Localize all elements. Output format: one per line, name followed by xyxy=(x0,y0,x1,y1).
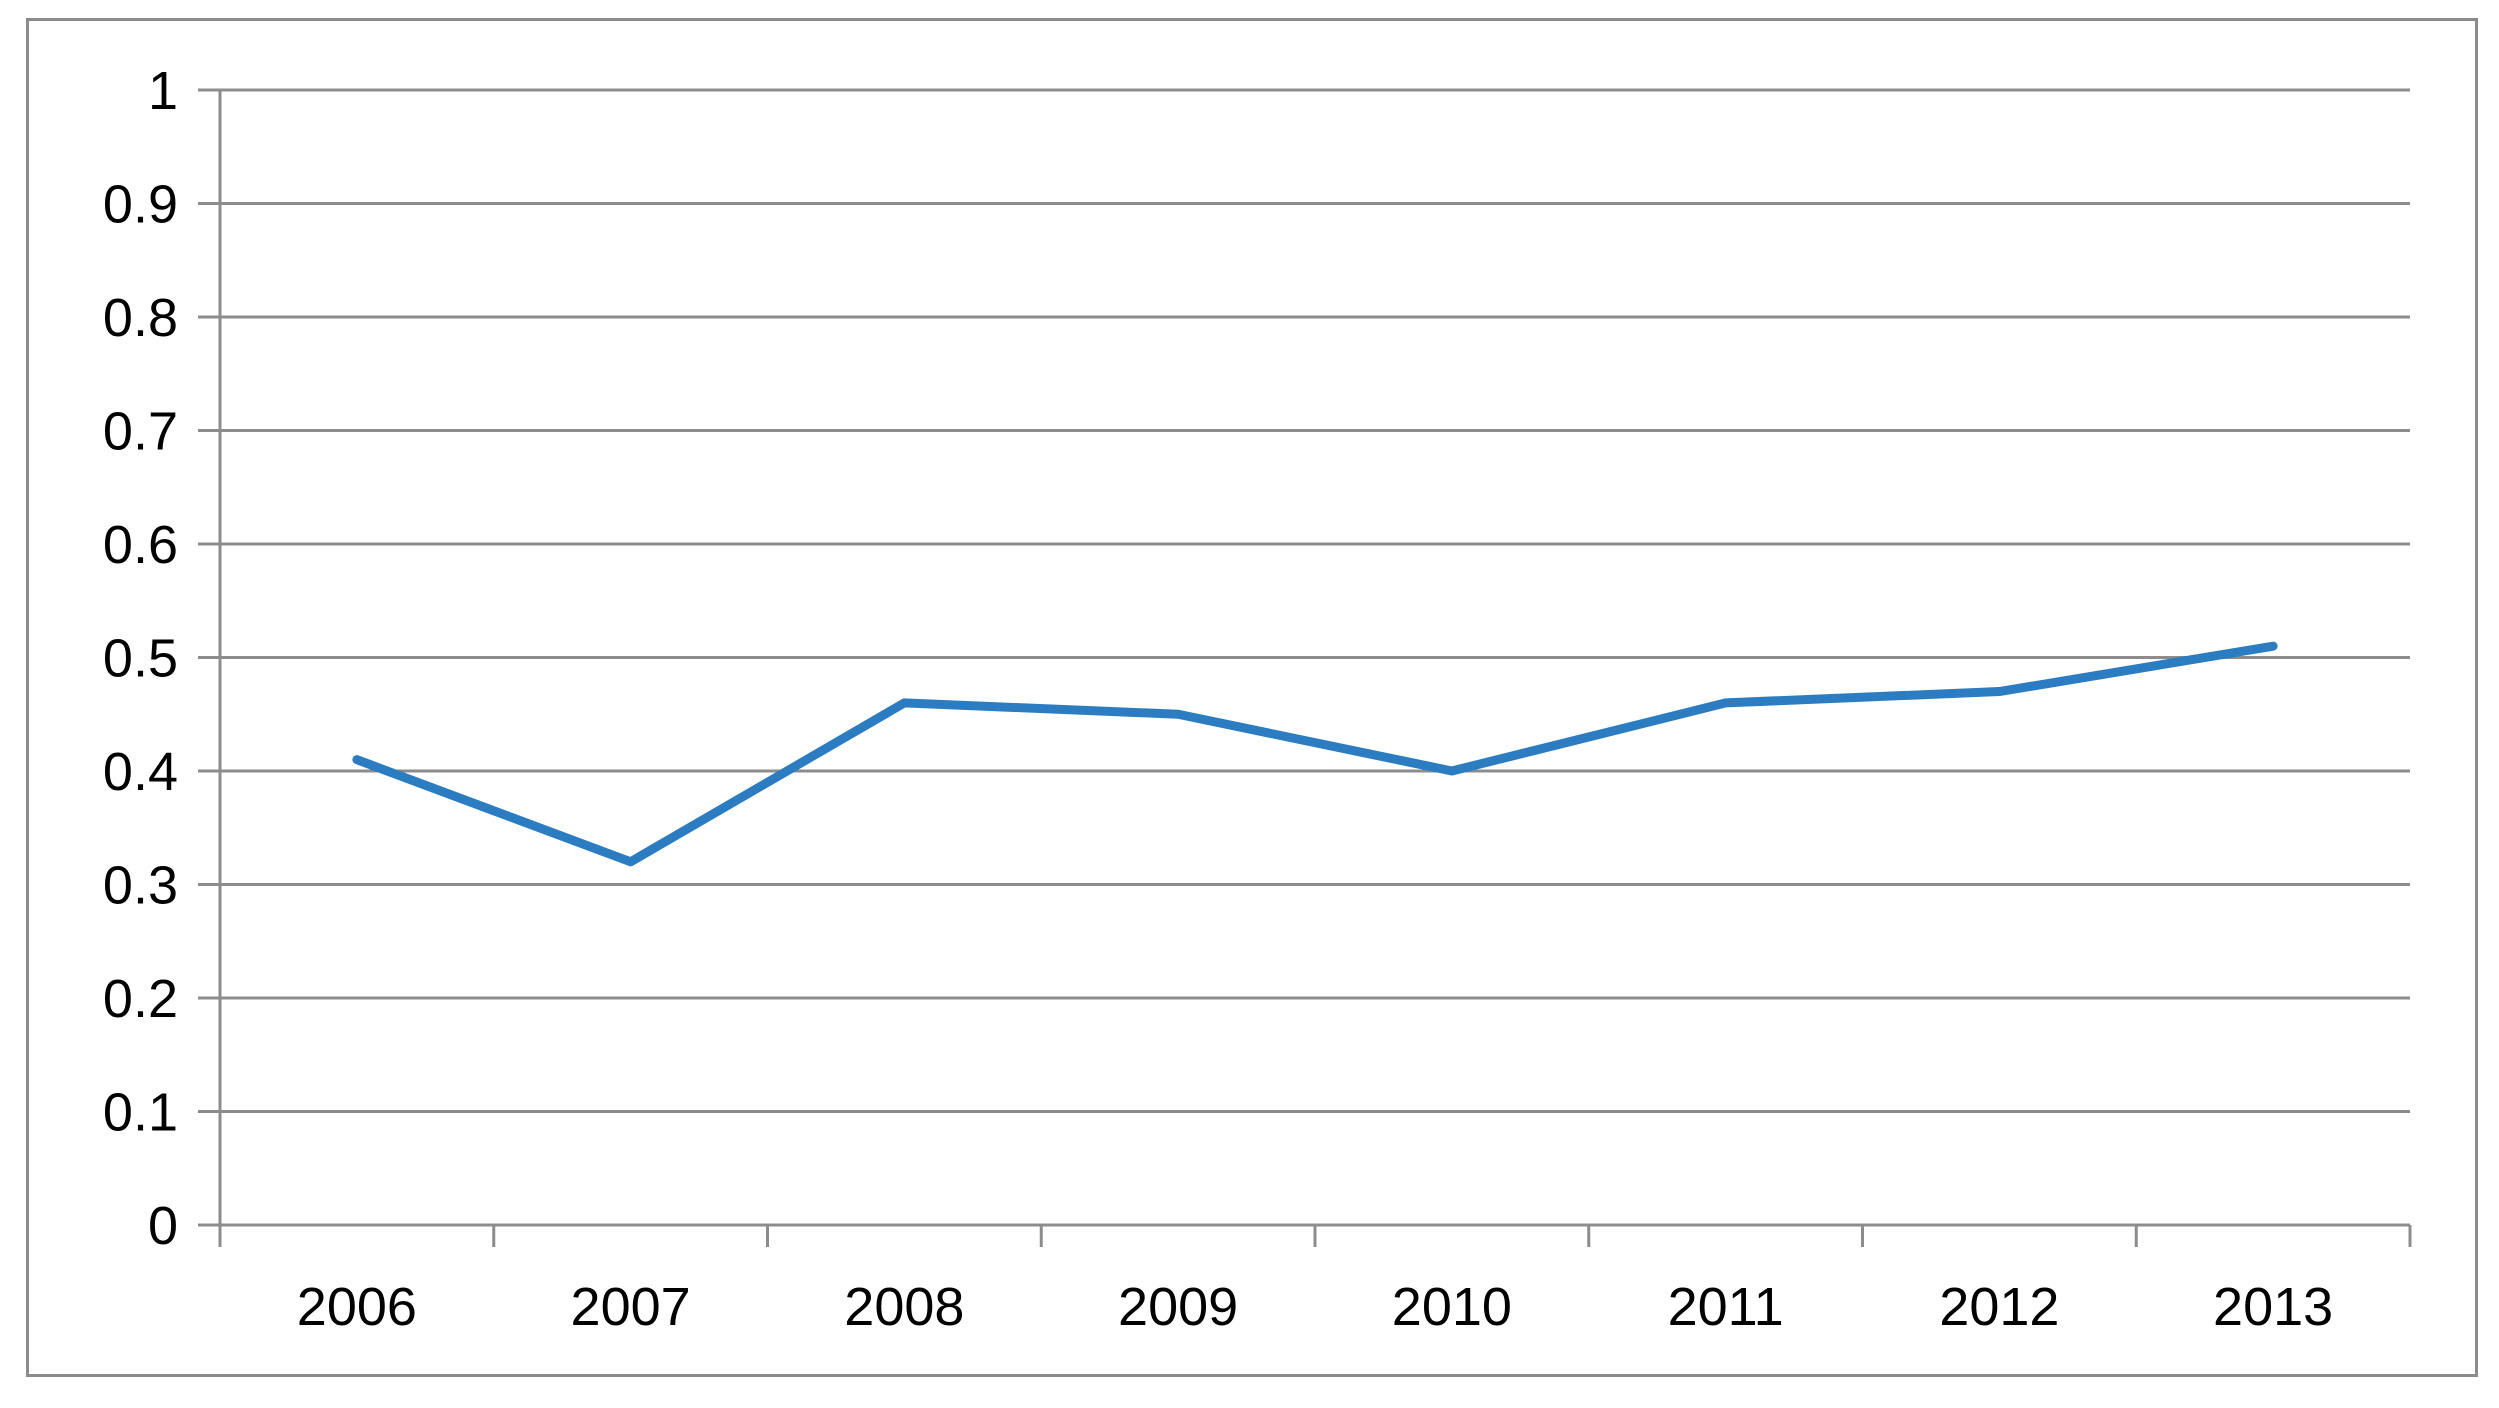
chart-frame xyxy=(26,18,2478,1377)
y-tick-label-0.8: 0.8 xyxy=(103,288,178,348)
x-tick-label-2008: 2008 xyxy=(844,1277,964,1337)
series-line-0 xyxy=(352,641,2278,867)
y-tick-label-0.2: 0.2 xyxy=(103,969,178,1029)
y-tick-label-1: 1 xyxy=(148,61,178,121)
x-tick-label-2011: 2011 xyxy=(1668,1277,1784,1337)
y-tick-label-0: 0 xyxy=(148,1196,178,1256)
series-lines xyxy=(352,641,2278,867)
y-tick-label-0.6: 0.6 xyxy=(103,515,178,575)
y-tick-label-0.3: 0.3 xyxy=(103,856,178,916)
x-tick-label-2007: 2007 xyxy=(571,1277,691,1337)
x-tick-label-2009: 2009 xyxy=(1118,1277,1238,1337)
x-tick-label-2013: 2013 xyxy=(2213,1277,2333,1337)
y-tick-labels: 0 0.1 0.2 0.3 0.4 0.5 0.6 0.7 0.8 0.9 1 xyxy=(103,61,178,1256)
x-tick-label-2010: 2010 xyxy=(1392,1277,1512,1337)
y-tick-label-0.1: 0.1 xyxy=(103,1083,178,1143)
y-tick-label-0.7: 0.7 xyxy=(103,402,178,462)
y-tick-label-0.9: 0.9 xyxy=(103,175,178,235)
gridlines xyxy=(220,88,2410,1113)
x-tick-label-2006: 2006 xyxy=(297,1277,417,1337)
axes xyxy=(198,88,2412,1247)
x-tick-label-2012: 2012 xyxy=(1939,1277,2059,1337)
x-tick-labels: 2006 2007 2008 2009 2010 2011 2012 2013 xyxy=(297,1277,2333,1337)
y-tick-label-0.4: 0.4 xyxy=(103,742,178,802)
y-tick-label-0.5: 0.5 xyxy=(103,629,178,689)
